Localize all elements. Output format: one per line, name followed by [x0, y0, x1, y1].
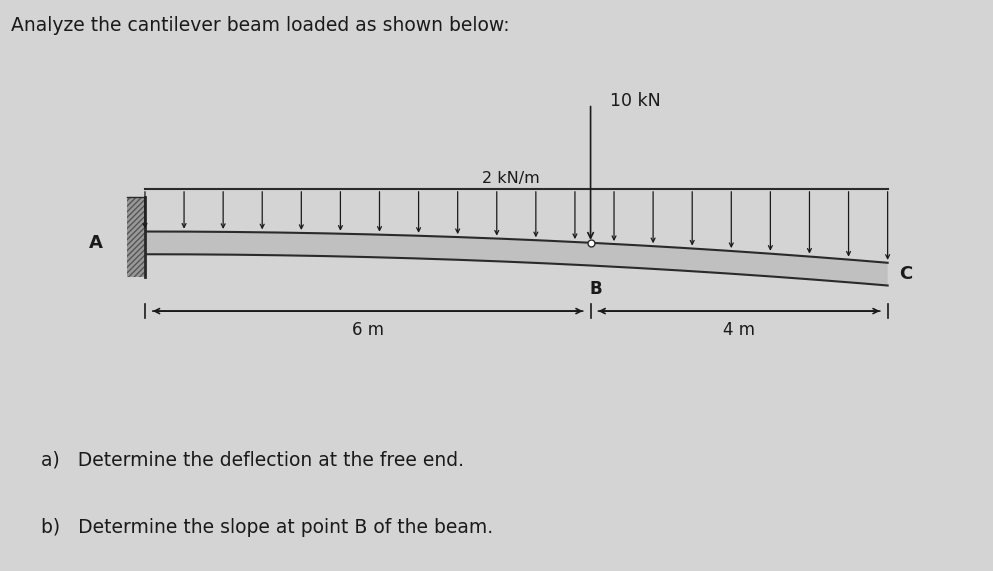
Text: 2 kN/m: 2 kN/m	[483, 171, 540, 186]
Bar	[127, 198, 145, 277]
Text: a)   Determine the deflection at the free end.: a) Determine the deflection at the free …	[41, 451, 464, 469]
Text: 4 m: 4 m	[723, 321, 755, 339]
Text: C: C	[900, 265, 913, 283]
Text: Analyze the cantilever beam loaded as shown below:: Analyze the cantilever beam loaded as sh…	[11, 15, 510, 35]
Text: A: A	[88, 234, 102, 252]
Text: b)   Determine the slope at point B of the beam.: b) Determine the slope at point B of the…	[41, 518, 494, 537]
Text: 6 m: 6 m	[352, 321, 383, 339]
Polygon shape	[145, 231, 888, 286]
Bar	[127, 198, 145, 277]
Text: B: B	[589, 280, 602, 297]
Text: 10 kN: 10 kN	[611, 92, 661, 110]
